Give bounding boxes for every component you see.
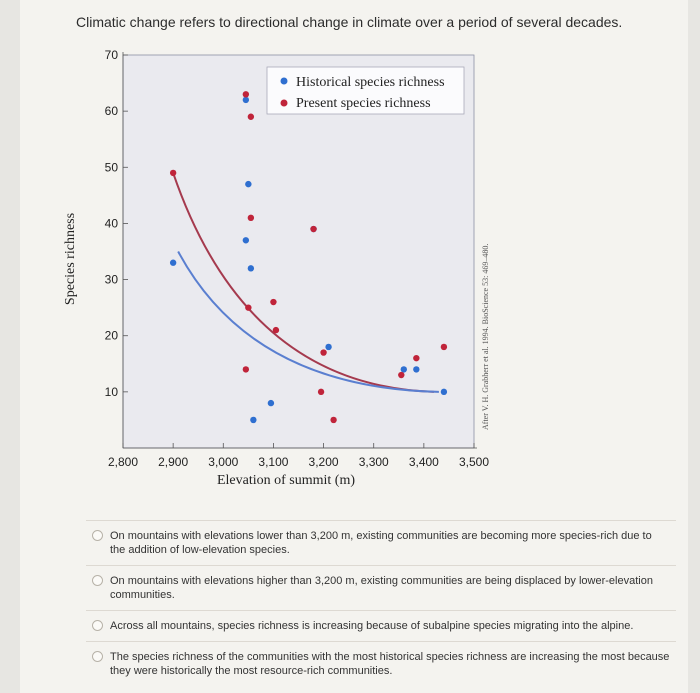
radio-button[interactable] xyxy=(92,530,103,541)
option-label: On mountains with elevations lower than … xyxy=(110,530,652,556)
x-tick-label: 3,200 xyxy=(309,455,339,469)
present-point xyxy=(169,169,177,177)
present-point xyxy=(270,298,277,306)
present-point xyxy=(398,371,405,379)
present-point xyxy=(413,354,420,362)
present-point xyxy=(247,214,255,222)
question-page: Climatic change refers to directional ch… xyxy=(20,0,688,693)
y-tick-label: 50 xyxy=(105,160,119,174)
present-point xyxy=(317,388,325,396)
legend-marker-present xyxy=(280,99,288,107)
historical-point xyxy=(267,399,275,407)
option-label: Across all mountains, species richness i… xyxy=(110,620,634,632)
radio-button[interactable] xyxy=(92,651,103,662)
x-tick-label: 2,800 xyxy=(108,455,138,469)
historical-trend-curve xyxy=(177,251,439,393)
tick-labels: 2,800 2,900 3,000 3,100 3,200 3,300 3,400 3,500… xyxy=(105,48,490,469)
present-point xyxy=(272,326,280,334)
historical-point xyxy=(440,388,448,396)
legend-label-present: Present species richness xyxy=(296,96,431,111)
x-tick-label: 3,000 xyxy=(208,455,238,469)
plot-area xyxy=(122,54,475,449)
x-tick-label: 2,900 xyxy=(158,455,188,469)
historical-point xyxy=(242,237,250,244)
y-axis-label: Species richness xyxy=(63,213,78,305)
present-point xyxy=(245,304,252,311)
legend-label-historical: Historical species richness xyxy=(296,75,445,90)
data-points xyxy=(169,91,448,424)
present-point xyxy=(440,343,448,351)
y-tick-label: 20 xyxy=(105,329,119,343)
historical-point xyxy=(250,416,257,424)
x-tick-label: 3,400 xyxy=(409,455,439,469)
trend-curves xyxy=(172,172,439,393)
y-tick-label: 10 xyxy=(105,385,119,399)
answer-options: On mountains with elevations lower than … xyxy=(86,520,676,686)
y-tick-label: 60 xyxy=(105,104,119,118)
historical-point xyxy=(400,366,407,373)
present-point xyxy=(247,113,255,120)
present-point xyxy=(320,349,327,356)
x-tick-label: 3,300 xyxy=(359,455,389,469)
y-tick-label: 70 xyxy=(105,48,119,62)
present-trend-curve xyxy=(172,172,434,393)
radio-button[interactable] xyxy=(92,575,103,586)
radio-button[interactable] xyxy=(92,620,103,631)
x-tick-label: 3,100 xyxy=(258,455,288,469)
historical-point xyxy=(242,96,250,104)
present-point xyxy=(310,225,317,233)
answer-option[interactable]: Across all mountains, species richness i… xyxy=(86,610,676,641)
credit-line: After V. H. Grabherr et al. 1994. BioSci… xyxy=(481,244,490,430)
historical-point xyxy=(247,265,255,272)
y-tick-label: 40 xyxy=(105,216,119,230)
present-point xyxy=(330,416,337,424)
historical-point xyxy=(169,259,177,266)
option-label: The species richness of the communities … xyxy=(110,651,670,677)
axes xyxy=(122,52,477,449)
x-axis-label: Elevation of summit (m) xyxy=(217,473,355,488)
present-point xyxy=(242,91,250,98)
historical-point xyxy=(413,366,420,373)
answer-option[interactable]: On mountains with elevations lower than … xyxy=(86,520,676,565)
x-tick-label: 3,500 xyxy=(459,455,489,469)
y-tick-label: 30 xyxy=(105,273,119,287)
species-richness-chart: 2,800 2,900 3,000 3,100 3,200 3,300 3,400 3,500… xyxy=(63,48,490,488)
legend-box: Historical species richness Present spec… xyxy=(266,66,465,115)
question-text: Climatic change refers to directional ch… xyxy=(76,14,623,30)
historical-point xyxy=(245,180,252,188)
present-point xyxy=(242,366,250,373)
legend-marker-historical xyxy=(280,77,288,85)
answer-option[interactable]: On mountains with elevations higher than… xyxy=(86,565,676,610)
answer-option[interactable]: The species richness of the communities … xyxy=(86,641,676,686)
option-label: On mountains with elevations higher than… xyxy=(110,575,653,601)
historical-point xyxy=(325,343,332,351)
